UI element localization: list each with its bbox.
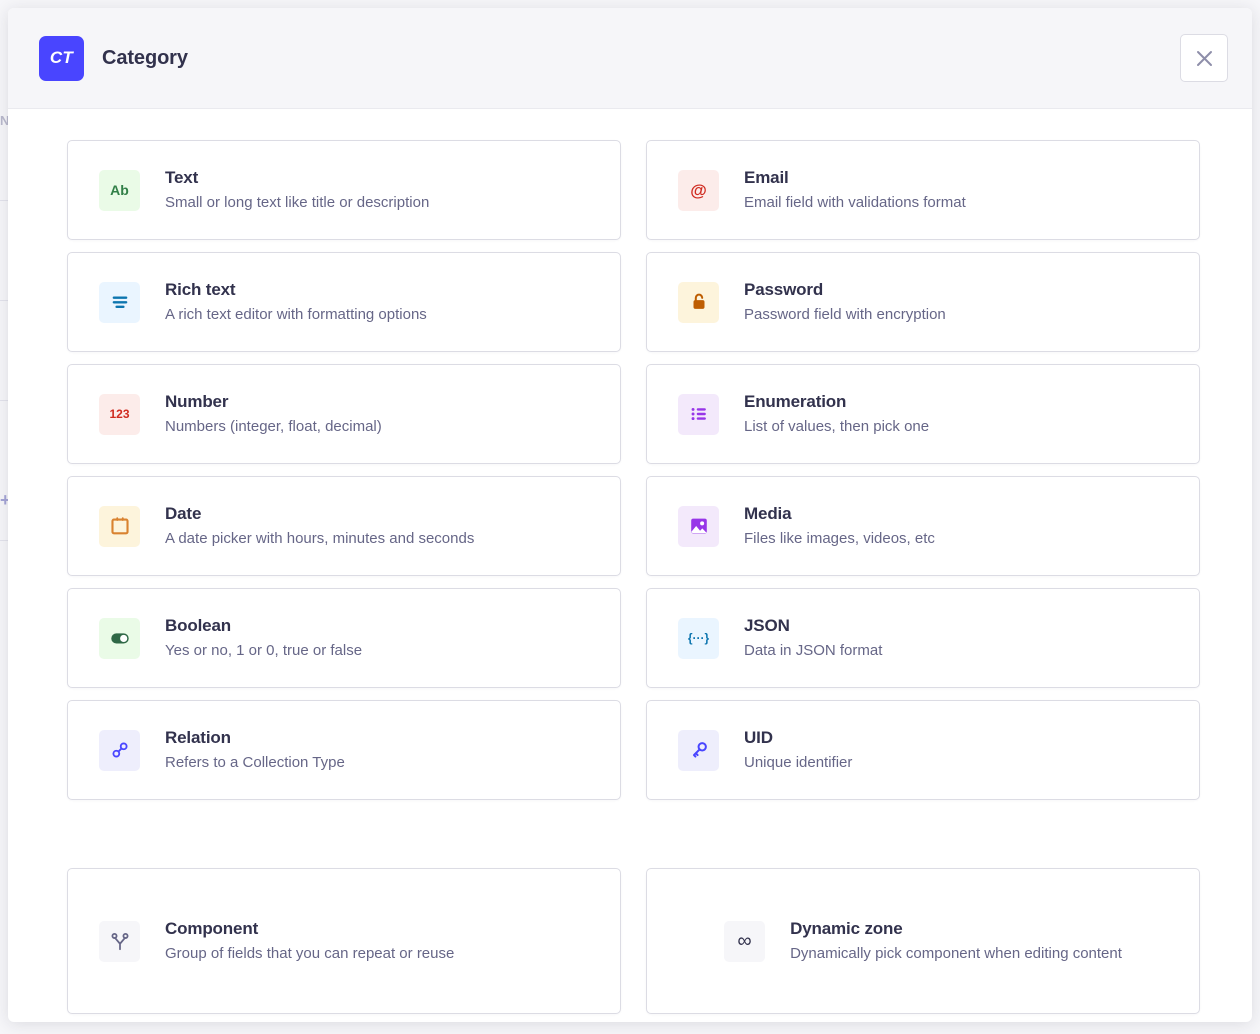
field-type-text: Text Small or long text like title or des…	[165, 167, 429, 214]
field-type-description: Data in JSON format	[744, 641, 883, 659]
field-type-card-component[interactable]: Component Group of fields that you can re…	[67, 868, 621, 1014]
json-braces-icon: {···}	[678, 617, 719, 659]
field-type-title: Media	[744, 503, 792, 523]
field-type-description: Password field with encryption	[744, 305, 946, 323]
infinity-icon-glyph: ∞	[737, 930, 752, 952]
field-type-card-boolean[interactable]: Boolean Yes or no, 1 or 0, true or false	[67, 588, 621, 688]
field-type-title: Component	[165, 918, 259, 938]
field-type-title: Relation	[165, 727, 231, 747]
field-type-title: Enumeration	[744, 391, 847, 411]
modal-body: Ab Text Small or long text like title or d…	[8, 109, 1252, 1022]
field-type-card-text[interactable]: Ab Text Small or long text like title or d…	[67, 140, 621, 240]
field-type-description: Unique identifier	[744, 753, 853, 771]
calendar-icon	[99, 505, 140, 547]
field-type-title: Dynamic zone	[790, 918, 903, 938]
text-lines-icon	[99, 281, 140, 323]
field-type-title: Boolean	[165, 615, 232, 635]
field-type-card-uid[interactable]: UID Unique identifier	[646, 700, 1200, 800]
field-type-text: Rich text A rich text editor with formatt…	[165, 279, 427, 326]
field-type-description: Refers to a Collection Type	[165, 753, 345, 771]
component-branch-icon	[99, 920, 140, 962]
image-icon	[678, 505, 719, 547]
field-type-description: Email field with validations format	[744, 193, 966, 211]
field-type-text: Date A date picker with hours, minutes an…	[165, 503, 474, 550]
advanced-field-type-grid: Component Group of fields that you can re…	[67, 868, 1200, 1014]
modal-header: CT Category	[8, 8, 1252, 109]
field-type-text: Enumeration List of values, then pick one	[744, 391, 929, 438]
field-type-description: A rich text editor with formatting optio…	[165, 305, 427, 323]
field-type-picker-modal: CT Category Ab Text Small or long text lik…	[8, 8, 1252, 1022]
field-type-text: Email Email field with validations format	[744, 167, 966, 214]
field-type-card-password[interactable]: Password Password field with encryption	[646, 252, 1200, 352]
field-type-description: List of values, then pick one	[744, 417, 930, 435]
field-type-description: Group of fields that you can repeat or r…	[165, 944, 455, 962]
field-type-card-enumeration[interactable]: Enumeration List of values, then pick one	[646, 364, 1200, 464]
field-type-description: Numbers (integer, float, decimal)	[165, 417, 382, 435]
field-type-card-relation[interactable]: Relation Refers to a Collection Type	[67, 700, 621, 800]
field-type-grid: Ab Text Small or long text like title or d…	[67, 140, 1200, 800]
field-type-text: Media Files like images, videos, etc	[744, 503, 935, 550]
field-type-card-json[interactable]: {···} JSON Data in JSON format	[646, 588, 1200, 688]
lock-icon	[678, 281, 719, 323]
field-type-card-number[interactable]: 123 Number Numbers (integer, float, decima…	[67, 364, 621, 464]
field-type-text: Component Group of fields that you can re…	[165, 918, 454, 965]
toggle-on-icon	[99, 617, 140, 659]
field-type-text: Boolean Yes or no, 1 or 0, true or false	[165, 615, 362, 662]
field-type-title: Text	[165, 167, 199, 187]
field-type-text: JSON Data in JSON format	[744, 615, 882, 662]
ab-text-icon-glyph: Ab	[110, 182, 129, 198]
field-type-description: Small or long text like title or descrip…	[165, 193, 430, 211]
field-type-title: Email	[744, 167, 789, 187]
field-type-title: Number	[165, 391, 229, 411]
collection-type-badge: CT	[39, 35, 84, 81]
field-type-card-email[interactable]: @ Email Email field with validations forma…	[646, 140, 1200, 240]
field-type-card-media[interactable]: Media Files like images, videos, etc	[646, 476, 1200, 576]
field-type-description: Dynamically pick component when editing …	[790, 944, 1122, 962]
field-type-card-date[interactable]: Date A date picker with hours, minutes an…	[67, 476, 621, 576]
close-button[interactable]	[1180, 34, 1228, 82]
number-123-icon-glyph: 123	[109, 407, 130, 421]
bulleted-list-icon	[678, 393, 719, 435]
background-ghost-plus: +	[0, 490, 11, 510]
field-type-text: Relation Refers to a Collection Type	[165, 727, 345, 774]
field-type-title: Password	[744, 279, 824, 299]
field-type-text: Number Numbers (integer, float, decimal)	[165, 391, 382, 438]
close-icon	[1195, 49, 1214, 68]
key-icon	[678, 729, 719, 771]
page-title: Category	[102, 46, 188, 69]
field-type-text: Password Password field with encryption	[744, 279, 946, 326]
field-type-description: Files like images, videos, etc	[744, 529, 935, 547]
field-type-card-rich-text[interactable]: Rich text A rich text editor with formatt…	[67, 252, 621, 352]
background-ghost-text: N	[0, 113, 10, 128]
at-sign-icon: @	[678, 169, 719, 211]
ab-text-icon: Ab	[99, 169, 140, 211]
field-type-title: UID	[744, 727, 773, 747]
field-type-title: Rich text	[165, 279, 236, 299]
json-braces-icon-glyph: {···}	[687, 631, 710, 645]
field-type-description: A date picker with hours, minutes and se…	[165, 529, 475, 547]
field-type-description: Yes or no, 1 or 0, true or false	[165, 641, 363, 659]
field-type-card-dynamic-zone[interactable]: ∞ Dynamic zone Dynamically pick component …	[646, 868, 1200, 1014]
field-type-title: JSON	[744, 615, 790, 635]
relation-link-icon	[99, 729, 140, 771]
field-type-text: UID Unique identifier	[744, 727, 852, 774]
at-sign-icon-glyph: @	[690, 180, 707, 200]
number-123-icon: 123	[99, 393, 140, 435]
field-type-text: Dynamic zone Dynamically pick component w…	[790, 918, 1122, 965]
infinity-icon: ∞	[724, 920, 766, 962]
field-type-title: Date	[165, 503, 202, 523]
